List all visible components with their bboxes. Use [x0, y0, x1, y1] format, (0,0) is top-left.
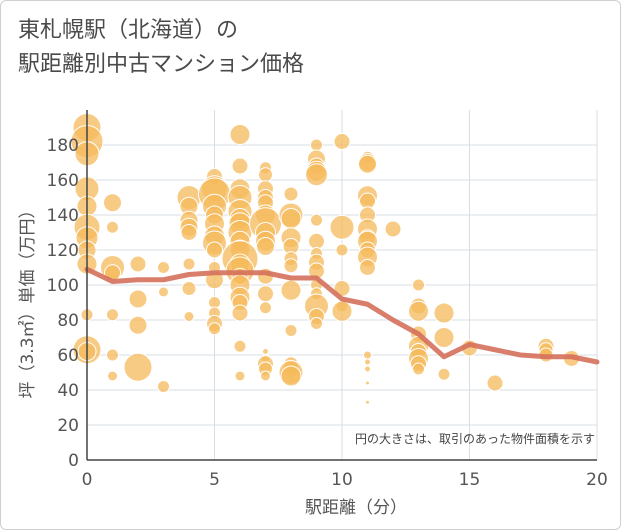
bubble-point [208, 322, 221, 336]
y-tick-label: 140 [47, 206, 79, 226]
bubble-point [231, 157, 249, 175]
chart-title: 東札幌駅（北海道）の 駅距離別中古マンション価格 [18, 14, 304, 82]
bubble-series [70, 113, 580, 405]
bubble-point [106, 308, 119, 322]
bubble-point [310, 317, 323, 330]
bubble-point [257, 285, 274, 303]
bubble-point [234, 370, 246, 382]
bubble-point [433, 302, 455, 324]
y-tick-label: 120 [47, 241, 79, 261]
y-tick-label: 0 [68, 451, 79, 471]
bubble-point [437, 367, 451, 381]
bubble-point [123, 352, 153, 382]
bubble-point [412, 362, 425, 376]
y-tick-label: 180 [47, 136, 79, 156]
bubble-point [284, 324, 298, 337]
bubble-point [233, 339, 247, 353]
bubble-point [280, 279, 302, 301]
chart-note: 円の大きさは、取引のあった物件面積を示す [355, 431, 595, 446]
bubble-point [308, 232, 325, 250]
bubble-point [158, 286, 169, 298]
bubble-point [180, 224, 198, 241]
y-tick-label: 160 [47, 171, 79, 191]
bubble-point [103, 193, 122, 213]
bubble-point [206, 241, 223, 259]
y-tick-label: 80 [57, 311, 79, 331]
bubble-point [359, 259, 376, 276]
bubble-point [182, 257, 196, 271]
x-tick-label: 10 [331, 470, 353, 490]
bubble-point [333, 133, 351, 150]
y-axis-label: 坪（3.3㎡）単価（万円） [18, 201, 38, 398]
chart-title-line-1: 東札幌駅（北海道）の [18, 18, 239, 43]
bubble-point [329, 214, 355, 240]
bubble-point [486, 374, 504, 392]
bubble-point [384, 220, 402, 238]
chart-title-line-2: 駅距離別中古マンション価格 [18, 52, 305, 77]
bubble-point [364, 358, 371, 366]
bubble-point [408, 300, 429, 322]
bubble-point [129, 255, 147, 273]
bubble-point [259, 301, 272, 315]
bubble-point [260, 370, 271, 382]
bubble-point [305, 163, 328, 187]
y-tick-label: 40 [57, 381, 79, 401]
bubble-point [283, 186, 299, 202]
bubble-point [283, 258, 299, 274]
trend-line [84, 266, 600, 365]
x-tick-label: 5 [209, 470, 220, 490]
bubble-point [365, 380, 370, 386]
axes [86, 110, 597, 461]
bubble-point [280, 208, 302, 229]
bubble-point [335, 243, 349, 257]
bubble-point [363, 350, 372, 360]
y-tick-label: 20 [57, 416, 79, 436]
bubble-point [331, 300, 353, 322]
bubble-point [358, 154, 377, 174]
bubble-point [364, 365, 371, 373]
x-axis-label: 駅距離（分） [305, 498, 407, 518]
bubble-point [365, 399, 370, 405]
bubble-point [256, 237, 275, 256]
bubble-point [280, 365, 302, 387]
trend-line-series [84, 266, 600, 365]
bubble-point [181, 281, 197, 296]
bubble-point [433, 327, 455, 348]
bubble-point [183, 311, 195, 322]
bubble-point [229, 124, 251, 145]
tick-labels: 0 20 40 60 80 100 120 140 160 180 0 5 10 15 20 [47, 136, 608, 490]
bubble-point [262, 348, 269, 355]
bubble-point [107, 370, 118, 382]
bubble-point [258, 167, 273, 183]
bubble-point [157, 261, 170, 274]
bubble-point [231, 304, 249, 322]
bubble-point [128, 289, 148, 309]
bubble-point [106, 220, 119, 234]
y-tick-label: 100 [47, 276, 79, 296]
bubble-point [106, 348, 119, 362]
bubble-point [412, 278, 425, 292]
y-tick-label: 60 [57, 346, 79, 366]
x-tick-label: 15 [459, 470, 481, 490]
bubble-point [310, 213, 323, 227]
bubble-point [157, 380, 170, 393]
x-tick-label: 0 [82, 470, 93, 490]
x-tick-label: 20 [586, 470, 608, 490]
bubble-point [128, 315, 148, 335]
bubble-point [310, 138, 323, 152]
